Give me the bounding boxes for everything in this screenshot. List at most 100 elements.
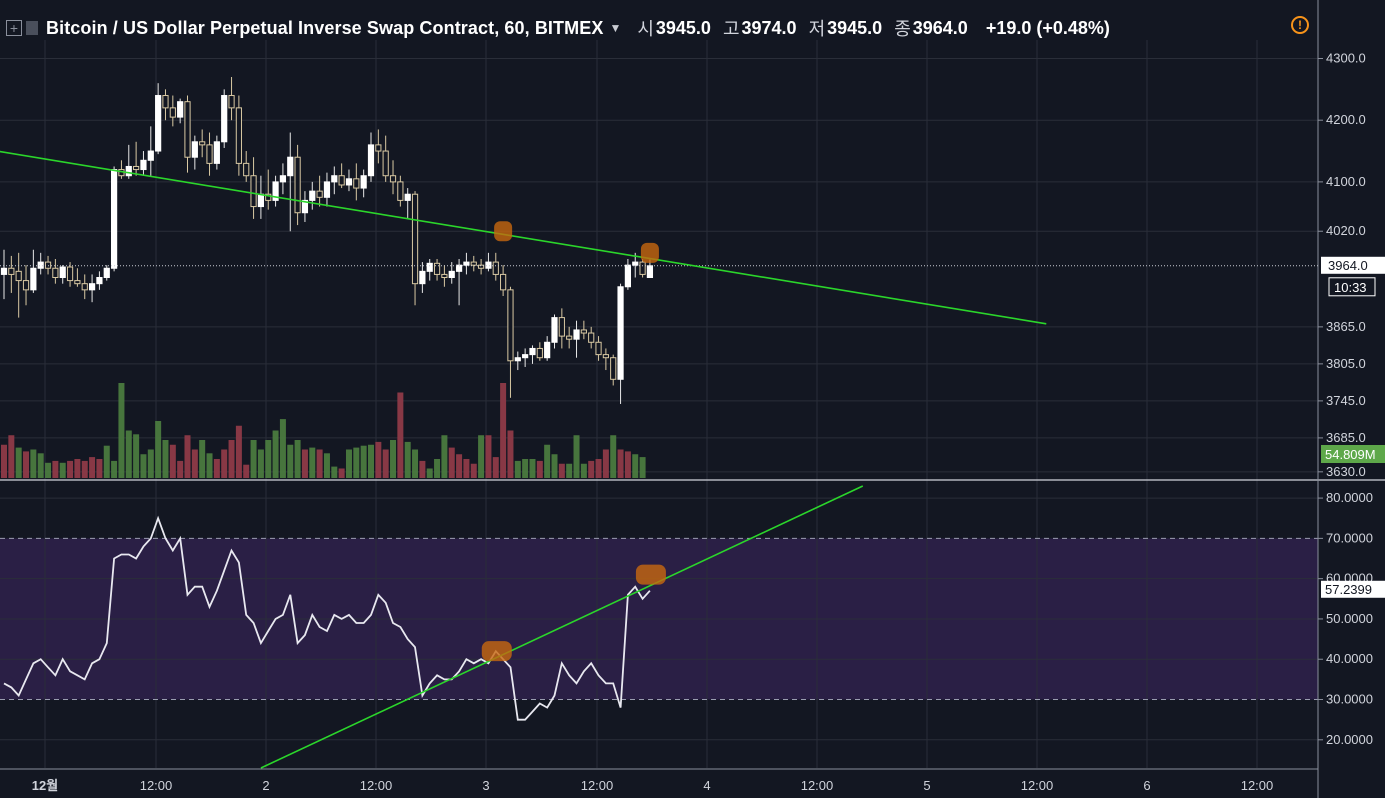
volume-bar	[500, 383, 507, 478]
volume-bar	[221, 449, 228, 478]
candle-body	[228, 95, 235, 109]
price-y-tick-label: 3630.0	[1326, 464, 1366, 479]
rsi-highlight-marker	[481, 641, 512, 662]
volume-bar	[610, 435, 617, 478]
chevron-down-icon[interactable]: ▼	[609, 21, 622, 35]
candle-body	[573, 329, 580, 340]
candle-body	[162, 95, 169, 109]
candle-body	[602, 354, 609, 359]
volume-bar	[580, 463, 587, 478]
candle-body	[301, 199, 309, 214]
volume-bar	[23, 451, 30, 478]
volume-badge	[1321, 445, 1385, 463]
volume-bar	[404, 441, 411, 478]
volume-bar	[566, 463, 573, 478]
candle-body	[88, 283, 96, 291]
volume-bar	[133, 434, 140, 478]
candle-body	[367, 144, 375, 177]
open-label: 시	[637, 19, 654, 39]
price-y-tick-label: 4300.0	[1326, 51, 1366, 66]
price-y-tick-label: 3865.0	[1326, 319, 1366, 334]
price-y-tick-label: 3745.0	[1326, 393, 1366, 408]
volume-bar	[250, 440, 257, 478]
candle-body	[536, 347, 543, 359]
candle-body	[206, 144, 213, 164]
volume-bar	[478, 435, 485, 478]
volume-bar	[441, 435, 448, 478]
candle-body	[294, 156, 301, 214]
candle-body	[103, 267, 110, 279]
candle-body	[610, 357, 617, 380]
volume-bar	[485, 435, 492, 478]
price-trendline	[0, 150, 1047, 325]
candle-body	[448, 270, 455, 279]
volume-bar	[125, 430, 132, 478]
warning-icon[interactable]: !	[1291, 16, 1309, 34]
close-label: 종	[894, 19, 911, 39]
volume-bar	[617, 449, 624, 478]
x-tick-label: 12:00	[801, 778, 834, 793]
x-tick-label: 12:00	[1021, 778, 1054, 793]
expand-icon[interactable]: +	[6, 20, 22, 36]
volume-bar	[595, 459, 602, 478]
volume-bar	[492, 457, 499, 478]
volume-bar	[323, 453, 330, 478]
rsi-last-value-label: 57.2399	[1325, 582, 1372, 597]
countdown-badge	[1328, 277, 1376, 297]
volume-bar	[301, 449, 308, 478]
volume-bar	[345, 449, 352, 478]
volume-label: 54.809M	[1325, 447, 1376, 462]
collapse-icon[interactable]	[26, 21, 38, 35]
candle-body	[551, 317, 558, 343]
volume-bar	[514, 460, 521, 478]
volume-bar	[426, 468, 433, 478]
volume-bar	[235, 425, 242, 478]
candle-body	[492, 261, 499, 275]
volume-bar	[632, 454, 639, 478]
volume-bar	[1, 444, 7, 478]
candle-body	[235, 107, 242, 164]
volume-bar	[588, 460, 595, 478]
price-y-tick-label: 3685.0	[1326, 430, 1366, 445]
price-y-tick-label: 4200.0	[1326, 112, 1366, 127]
candle-body	[37, 261, 44, 269]
rsi-last-value-badge	[1321, 580, 1385, 598]
candle-body	[199, 141, 206, 146]
candle-body	[243, 162, 250, 177]
volume-bar	[155, 421, 162, 478]
candle-body	[221, 95, 228, 143]
x-tick-label: 12:00	[581, 778, 614, 793]
high-value: 3974.0	[741, 17, 797, 38]
candle-body	[544, 341, 551, 359]
candle-body	[507, 289, 514, 362]
volume-bar	[529, 459, 536, 478]
price-y-tick-label: 3805.0	[1326, 356, 1366, 371]
candle-body	[426, 262, 433, 272]
candle-body	[397, 181, 404, 201]
volume-bar	[213, 459, 220, 478]
symbol-title[interactable]: Bitcoin / US Dollar Perpetual Inverse Sw…	[46, 17, 604, 38]
x-tick-label: 4	[703, 778, 710, 793]
candle-body	[257, 193, 264, 208]
rsi-y-tick-label: 40.0000	[1326, 651, 1373, 666]
candle-body	[639, 261, 646, 275]
volume-bar	[8, 435, 15, 478]
rsi-y-tick-label: 70.0000	[1326, 530, 1373, 545]
open-value: 3945.0	[655, 17, 711, 38]
volume-bar	[177, 460, 184, 478]
candle-body	[44, 261, 52, 269]
volume-bar	[147, 449, 154, 478]
candle-body	[360, 175, 367, 189]
candle-body	[338, 175, 345, 186]
x-tick-label: 12:00	[140, 778, 173, 793]
candle-body	[595, 341, 602, 356]
candle-body	[59, 266, 66, 279]
low-label: 저	[808, 19, 826, 39]
candle-body	[500, 273, 507, 291]
rsi-y-tick-label: 20.0000	[1326, 732, 1373, 747]
volume-bar	[103, 445, 110, 478]
rsi-y-tick-label: 50.0000	[1326, 611, 1373, 626]
x-tick-label: 12월	[32, 778, 58, 793]
volume-bar	[551, 454, 558, 478]
